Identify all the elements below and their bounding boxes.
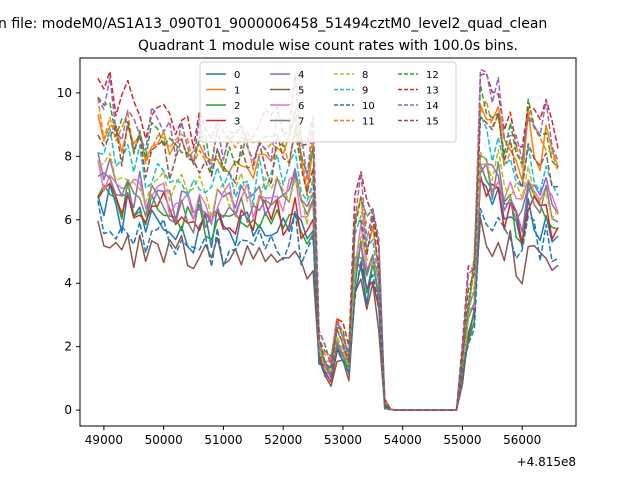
x-tick-label: 50000	[145, 433, 183, 447]
x-tick-label: 52000	[264, 433, 302, 447]
legend-label-8: 8	[362, 70, 368, 81]
legend-label-14: 14	[426, 101, 439, 112]
legend-label-0: 0	[234, 70, 240, 81]
y-tick-label: 0	[64, 403, 72, 417]
axes-frame	[79, 57, 577, 427]
y-tick-label: 4	[64, 276, 72, 290]
x-tick-label: 55000	[443, 433, 481, 447]
series-line-10	[97, 200, 559, 411]
series-line-14	[97, 68, 559, 411]
series-line-4	[97, 152, 559, 411]
series-line-15	[97, 112, 559, 411]
legend-label-15: 15	[426, 117, 439, 128]
series-line-5	[97, 217, 559, 411]
legend-label-9: 9	[362, 86, 368, 97]
series-line-11	[97, 98, 559, 411]
plot-area	[97, 68, 559, 411]
y-tick-label: 2	[64, 340, 72, 354]
legend-label-11: 11	[362, 117, 375, 128]
legend-label-1: 1	[234, 86, 240, 97]
series-line-12	[97, 84, 559, 411]
legend-label-6: 6	[298, 101, 304, 112]
legend-label-10: 10	[362, 101, 375, 112]
series-line-3	[97, 175, 559, 411]
figure-suptitle: n file: modeM0/AS1A13_090T01_9000006458_…	[0, 16, 547, 32]
legend-label-13: 13	[426, 86, 439, 97]
legend-label-5: 5	[298, 86, 304, 97]
y-tick-label: 10	[57, 86, 72, 100]
x-tick-label: 51000	[204, 433, 242, 447]
y-tick-label: 8	[64, 149, 72, 163]
y-tick-label: 6	[64, 213, 72, 227]
x-tick-label: 54000	[384, 433, 422, 447]
legend-label-7: 7	[298, 117, 304, 128]
legend-label-12: 12	[426, 70, 439, 81]
x-offset-text: +4.815e8	[517, 455, 576, 469]
legend-label-2: 2	[234, 101, 240, 112]
chart-title: Quadrant 1 module wise count rates with …	[138, 38, 518, 54]
legend-label-3: 3	[234, 117, 240, 128]
y-axis: 0 2 4 6 8 10	[57, 86, 80, 417]
x-tick-label: 49000	[85, 433, 123, 447]
series-line-1	[97, 104, 559, 411]
legend-label-4: 4	[298, 70, 304, 81]
series-line-8	[97, 148, 559, 411]
series-line-7	[97, 154, 559, 411]
legend-box	[199, 61, 457, 143]
x-tick-label: 53000	[324, 433, 362, 447]
x-tick-label: 56000	[503, 433, 541, 447]
x-axis: 49000 50000 51000 52000 53000 54000 55000 56000	[85, 426, 541, 447]
